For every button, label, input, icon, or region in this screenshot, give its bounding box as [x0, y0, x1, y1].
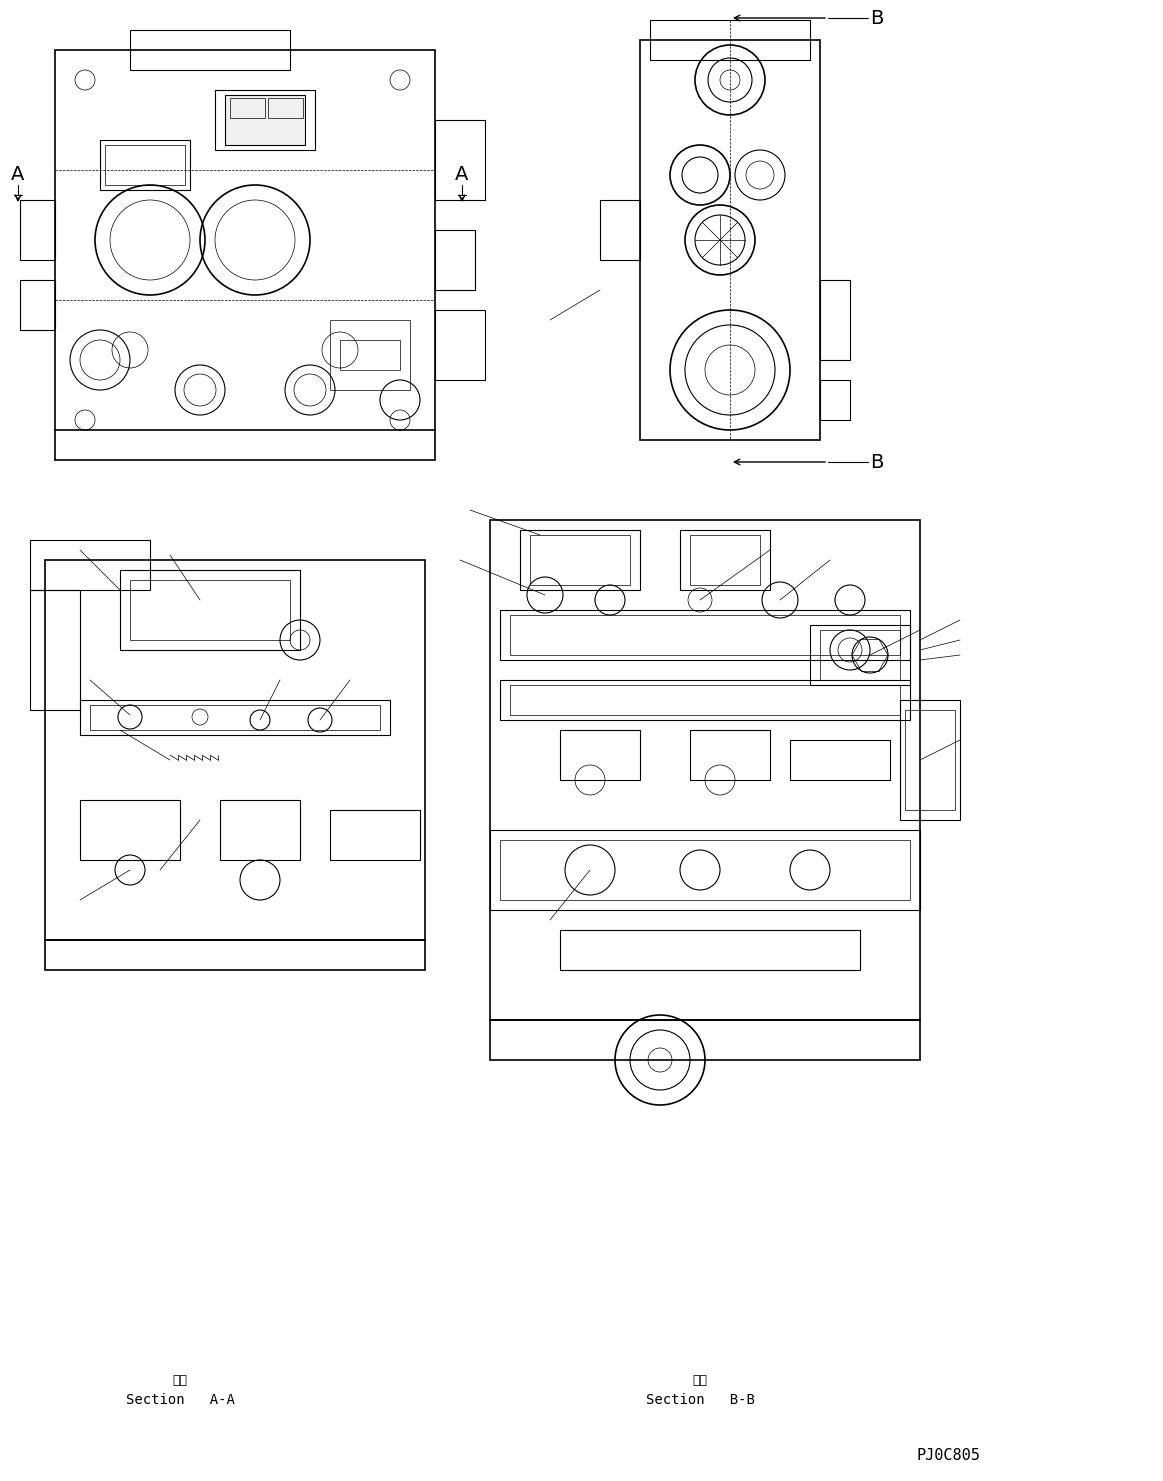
- Bar: [790, 740, 890, 780]
- Bar: [490, 520, 920, 1020]
- Bar: [511, 686, 900, 715]
- Bar: [530, 535, 630, 585]
- Text: Section   A-A: Section A-A: [126, 1394, 235, 1407]
- Bar: [435, 230, 475, 290]
- Bar: [80, 800, 180, 860]
- Bar: [105, 145, 185, 185]
- Bar: [90, 705, 380, 730]
- Bar: [809, 625, 909, 686]
- Bar: [490, 829, 920, 909]
- Bar: [330, 320, 411, 390]
- Bar: [330, 810, 420, 860]
- Bar: [215, 90, 315, 150]
- Bar: [130, 581, 290, 640]
- Bar: [520, 530, 640, 589]
- Text: Section   B-B: Section B-B: [645, 1394, 755, 1407]
- Bar: [267, 98, 304, 118]
- Bar: [500, 840, 909, 900]
- Bar: [120, 570, 300, 650]
- Bar: [224, 95, 305, 145]
- Bar: [490, 1020, 920, 1060]
- Bar: [45, 560, 424, 940]
- Bar: [30, 541, 150, 589]
- Bar: [820, 280, 850, 360]
- Bar: [435, 310, 485, 381]
- Text: A: A: [12, 166, 24, 185]
- Text: B: B: [870, 453, 884, 471]
- Bar: [650, 21, 809, 61]
- Bar: [690, 730, 770, 780]
- Bar: [130, 30, 290, 70]
- Bar: [820, 629, 900, 680]
- Bar: [20, 200, 55, 261]
- Bar: [80, 701, 390, 735]
- Text: A: A: [455, 166, 469, 185]
- Bar: [680, 530, 770, 589]
- Bar: [340, 341, 400, 370]
- Bar: [900, 701, 959, 820]
- Bar: [55, 50, 435, 429]
- Bar: [690, 535, 759, 585]
- Text: 断面: 断面: [172, 1373, 187, 1386]
- Bar: [230, 98, 265, 118]
- Bar: [45, 940, 424, 970]
- Bar: [905, 709, 955, 810]
- Bar: [500, 610, 909, 661]
- Bar: [600, 200, 640, 261]
- Bar: [20, 280, 55, 330]
- Text: 断面: 断面: [692, 1373, 707, 1386]
- Bar: [640, 40, 820, 440]
- Bar: [820, 381, 850, 421]
- Bar: [100, 141, 190, 190]
- Bar: [435, 120, 485, 200]
- Bar: [561, 930, 859, 970]
- Bar: [500, 680, 909, 720]
- Text: PJ0C805: PJ0C805: [916, 1447, 980, 1463]
- Text: B: B: [870, 9, 884, 28]
- Bar: [30, 589, 80, 709]
- Bar: [220, 800, 300, 860]
- Bar: [511, 615, 900, 655]
- Bar: [561, 730, 640, 780]
